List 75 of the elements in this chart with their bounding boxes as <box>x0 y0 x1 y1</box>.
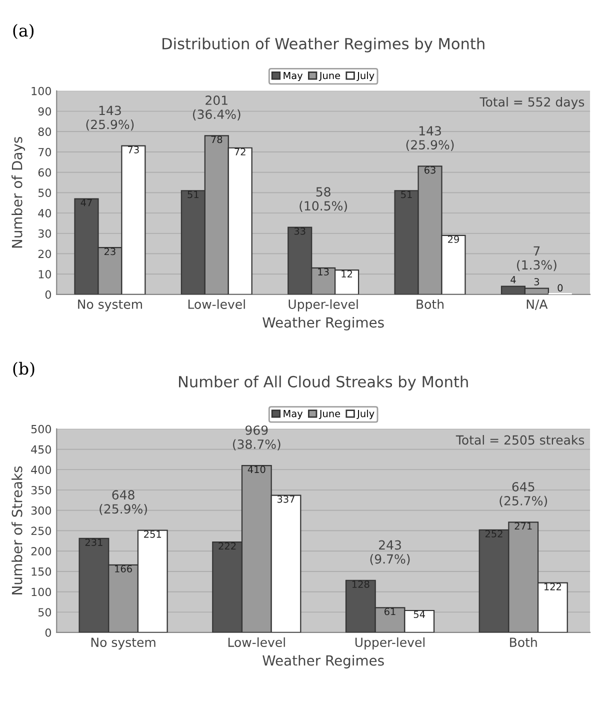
y-tick-label: 350 <box>31 486 52 494</box>
legend-label: July <box>356 410 374 420</box>
legend-label: June <box>318 410 340 420</box>
y-axis-title: Number of Streaks <box>12 466 22 594</box>
annotation: 58 (10.5%) <box>300 187 347 212</box>
legend-label: May <box>284 72 303 82</box>
y-tick-label: 30 <box>38 229 52 238</box>
y-tick-label: 500 <box>31 424 52 434</box>
data-label: 23 <box>104 248 116 256</box>
x-axis-title: Weather Regimes <box>262 316 384 330</box>
y-tick-label: 20 <box>38 250 52 258</box>
y-axis-title: Number of Days <box>12 137 25 248</box>
text: (a) <box>13 24 34 40</box>
y-tick-label: 300 <box>31 506 52 515</box>
x-tick-label: No system <box>91 638 156 650</box>
y-tick-label: 50 <box>38 188 52 198</box>
chart-title: Number of All Cloud Streaks by Month <box>179 376 468 390</box>
y-tick-label: 250 <box>31 526 52 536</box>
data-label: 3 <box>534 278 540 286</box>
data-label: 29 <box>448 236 459 243</box>
data-label: 78 <box>211 136 222 144</box>
data-label: 337 <box>277 495 294 503</box>
x-tick-label: Both <box>416 299 444 309</box>
text: (b) <box>13 362 34 378</box>
annotation: Total = 552 days <box>480 96 584 110</box>
annotation: 969 (38.7%) <box>232 425 280 450</box>
annotation: 243 (9.7%) <box>370 540 410 566</box>
y-tick-label: 70 <box>38 148 52 156</box>
y-tick-label: 40 <box>38 208 52 218</box>
x-tick-label: N/A <box>526 300 548 310</box>
data-label: 271 <box>514 522 532 530</box>
y-tick-label: 200 <box>31 547 52 556</box>
x-tick-label: Upper-level <box>288 299 358 312</box>
annotation: 645 (25.7%) <box>500 482 548 507</box>
annotation: 648 (25.9%) <box>100 490 147 516</box>
y-tick-label: 100 <box>32 86 52 96</box>
data-label: 13 <box>318 268 329 276</box>
data-label: 61 <box>384 608 396 616</box>
annotation: Total = 2505 streaks <box>456 435 584 445</box>
data-label: 410 <box>248 466 266 474</box>
data-label: 251 <box>144 530 162 538</box>
y-tick-label: 60 <box>38 168 52 177</box>
data-label: 122 <box>544 582 562 590</box>
legend-label: July <box>356 72 374 82</box>
x-axis-title: Weather Regimes <box>262 655 384 668</box>
x-tick-label: Low-level <box>188 299 245 309</box>
data-label: 73 <box>128 146 139 154</box>
legend-label: May <box>284 410 303 420</box>
y-tick-label: 80 <box>38 128 52 136</box>
y-tick-label: 150 <box>32 567 52 576</box>
annotation: 143 (25.9%) <box>86 106 134 131</box>
y-tick-label: 50 <box>38 608 52 617</box>
data-label: 0 <box>558 284 563 292</box>
x-tick-label: Low-level <box>228 637 285 648</box>
legend-label: June <box>318 72 340 81</box>
annotation: 201 (36.4%) <box>192 96 240 120</box>
annotation: 7 (1.3%) <box>517 246 556 272</box>
data-label: 166 <box>115 565 132 572</box>
data-label: 12 <box>342 270 352 278</box>
data-label: 4 <box>510 276 516 284</box>
annotation: 143 (25.9%) <box>406 126 454 151</box>
data-label: 72 <box>234 148 246 156</box>
y-tick-label: 0 <box>45 628 52 637</box>
y-tick-label: 10 <box>38 270 52 278</box>
data-label: 63 <box>424 166 436 174</box>
y-tick-label: 400 <box>31 466 52 474</box>
x-tick-label: Both <box>510 637 537 648</box>
y-tick-label: 90 <box>38 107 52 116</box>
data-label: 54 <box>414 610 425 618</box>
y-tick-label: 450 <box>31 445 52 454</box>
chart-title: Distribution of Weather Regimes by Month <box>162 38 484 52</box>
y-tick-label: 0 <box>45 290 52 299</box>
x-tick-label: Upper-level <box>355 637 424 650</box>
x-tick-label: No system <box>78 300 142 312</box>
y-tick-label: 100 <box>32 588 52 596</box>
